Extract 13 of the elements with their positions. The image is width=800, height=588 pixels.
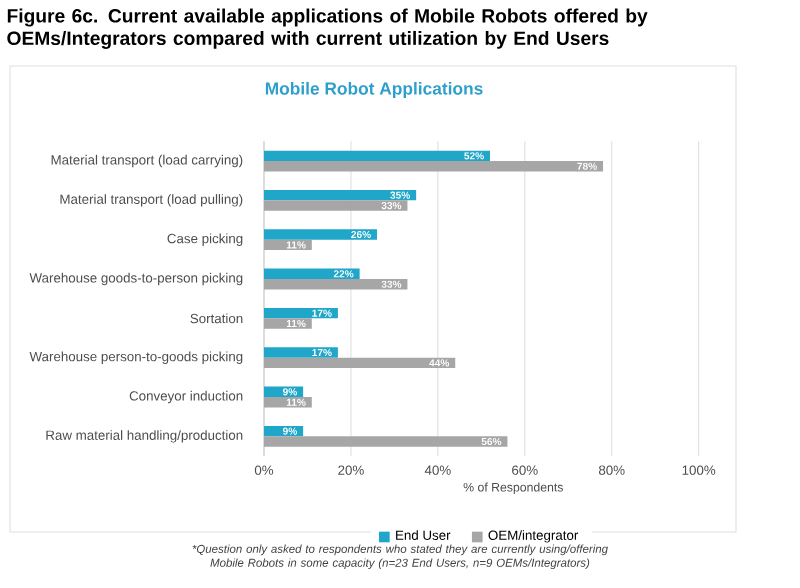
bar bbox=[264, 268, 360, 280]
bar bbox=[264, 436, 508, 447]
bar bbox=[264, 279, 408, 290]
bar bbox=[264, 229, 378, 240]
bar bbox=[264, 357, 456, 369]
bar bbox=[264, 200, 408, 211]
bar bbox=[264, 347, 338, 358]
bar bbox=[264, 150, 491, 162]
bar bbox=[264, 189, 417, 201]
chart-subtitle: Mobile Robot Applications bbox=[265, 81, 483, 99]
chart-title: Figure 6c. Current available applications of Mobile Robots offered by OEMs/Integrators compared with current utilization by End Users bbox=[7, 8, 648, 49]
bar bbox=[264, 318, 312, 329]
bar bbox=[264, 161, 604, 172]
